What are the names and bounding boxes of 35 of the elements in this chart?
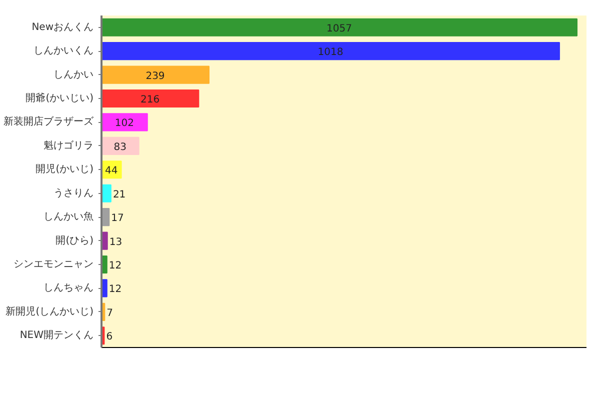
data-label: 1018 — [318, 47, 344, 58]
data-label: 44 — [105, 166, 118, 177]
y-tick-label: しんかい — [54, 69, 94, 80]
bar — [102, 66, 210, 84]
data-label: 216 — [140, 94, 160, 106]
y-tick-label: しんかいくん — [34, 46, 94, 57]
bar — [102, 113, 148, 132]
bar — [102, 42, 560, 60]
y-tick-label: 開爺(かいじい) — [26, 92, 94, 104]
data-label: 13 — [109, 236, 122, 248]
y-tick-label: 魁けゴリラ — [44, 139, 94, 152]
y-tick-label: しんちゃん — [44, 282, 94, 294]
y-tick-label: うさりん — [54, 188, 94, 199]
data-label: 83 — [114, 142, 127, 153]
y-tick-label: 新開児(しんかいじ) — [6, 305, 94, 318]
y-tick-label: 開児(かいじ) — [36, 164, 94, 176]
bar — [102, 18, 578, 36]
data-label: 12 — [108, 260, 122, 272]
y-tick-label: 新装開店ブラザーズ — [4, 116, 94, 128]
bar — [102, 89, 200, 108]
bar — [102, 184, 112, 202]
data-label: 102 — [114, 118, 134, 130]
data-label: 7 — [106, 308, 114, 319]
data-label: 6 — [106, 332, 113, 343]
y-tick-label: NEW開テンくん — [20, 330, 94, 342]
y-tick-label: シンエモンニャン — [14, 259, 94, 270]
data-label: 17 — [111, 213, 124, 224]
data-label: 1057 — [326, 23, 352, 34]
bar — [102, 136, 140, 155]
data-label: 239 — [146, 70, 165, 82]
y-tick-label: しんかい魚 — [44, 210, 94, 223]
y-tick-label: 開(ひら) — [56, 235, 94, 246]
data-label: 12 — [108, 284, 122, 296]
y-tick-label: Newおんくん — [32, 22, 94, 33]
data-label: 21 — [112, 189, 126, 200]
